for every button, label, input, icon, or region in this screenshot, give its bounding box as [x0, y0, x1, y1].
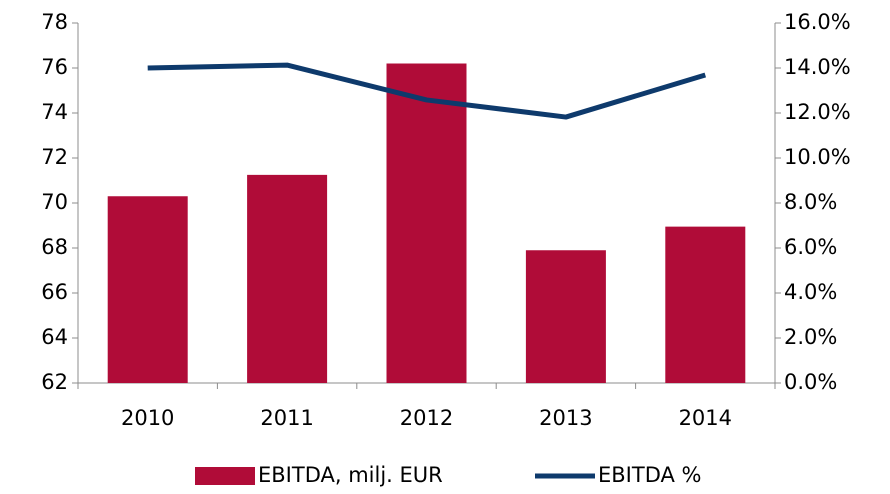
y2-tick-label: 4.0%: [784, 280, 837, 304]
x-tick-label: 2012: [400, 406, 453, 430]
y2-tick-label: 6.0%: [784, 235, 837, 259]
bar: [107, 196, 188, 383]
y-tick-label: 68: [41, 235, 68, 259]
bar: [247, 174, 328, 383]
x-tick-label: 2014: [679, 406, 732, 430]
x-tick-label: 2013: [539, 406, 592, 430]
y2-tick-label: 2.0%: [784, 325, 837, 349]
y2-tick-label: 0.0%: [784, 370, 837, 394]
y-tick-label: 78: [41, 10, 68, 34]
y2-tick-label: 14.0%: [784, 55, 851, 79]
y-tick-label: 62: [41, 370, 68, 394]
y2-tick-label: 12.0%: [784, 100, 851, 124]
y-tick-label: 70: [41, 190, 68, 214]
y-tick-label: 74: [41, 100, 68, 124]
legend-label: EBITDA, milj. EUR: [258, 463, 443, 487]
y2-tick-label: 10.0%: [784, 145, 851, 169]
bar: [665, 226, 746, 383]
x-tick-label: 2011: [260, 406, 313, 430]
line: [147, 62, 707, 120]
y2-tick-label: 8.0%: [784, 190, 837, 214]
y-tick-label: 76: [41, 55, 68, 79]
y-tick-label: 72: [41, 145, 68, 169]
x-tick-label: 2010: [121, 406, 174, 430]
y2-tick-label: 16.0%: [784, 10, 851, 34]
y-tick-label: 64: [41, 325, 68, 349]
bar: [386, 63, 467, 383]
bar: [525, 250, 606, 383]
y-tick-label: 66: [41, 280, 68, 304]
legend-swatch: [195, 467, 255, 485]
legend-label: EBITDA %: [598, 463, 702, 487]
